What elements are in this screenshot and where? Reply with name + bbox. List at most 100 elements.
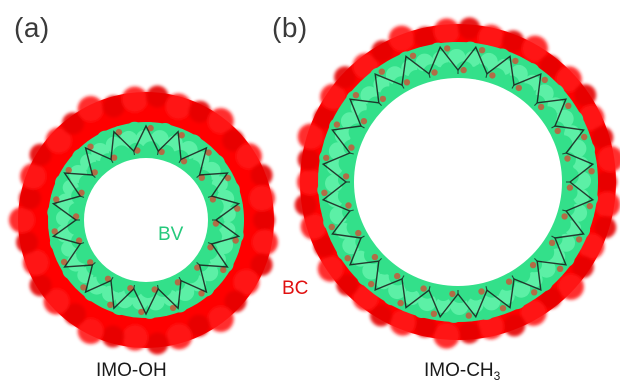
oxygen-dot: [371, 253, 379, 261]
green-atom-blob: [154, 278, 173, 297]
bond-line: [401, 84, 405, 89]
outer-atom-blob: [574, 84, 597, 107]
bond-line: [378, 258, 382, 262]
green-atom-blob: [205, 197, 224, 216]
bond-line: [360, 125, 365, 129]
oxygen-dot: [51, 228, 58, 235]
imo-oh-outer-atom-blobs: [9, 85, 278, 355]
bond-line: [349, 209, 354, 212]
oxygen-dot: [87, 143, 94, 150]
oxygen-dot: [321, 189, 328, 196]
outer-atom-blob: [23, 249, 49, 276]
oxygen-dot: [328, 223, 335, 231]
outer-atom-blob: [389, 309, 416, 336]
oxygen-dot: [87, 259, 94, 266]
green-atom-blob: [184, 159, 201, 176]
oxygen-dot: [333, 121, 341, 128]
oxygen-dot: [505, 278, 513, 285]
green-atom-blob: [78, 174, 95, 191]
green-atom-blob: [334, 127, 351, 144]
green-atom-blob: [561, 184, 578, 201]
imo-oh-caption: IMO-OH: [96, 360, 167, 381]
green-atom-blob: [337, 187, 356, 205]
oxygen-dot: [556, 265, 564, 272]
bond-line: [534, 102, 538, 106]
bond-line: [562, 152, 567, 155]
green-atom-blob: [468, 284, 484, 301]
outer-atom-blob: [253, 209, 275, 231]
green-atom-blob: [403, 289, 420, 306]
green-atom-blob: [110, 276, 127, 293]
outer-atom-blob: [251, 229, 278, 256]
bond-line: [534, 258, 538, 262]
bond-line: [485, 286, 488, 291]
oxygen-dot: [531, 289, 538, 296]
outer-atom-blob: [414, 26, 437, 49]
outer-atom-blob: [458, 17, 481, 40]
outer-atom-blob: [414, 315, 437, 338]
bond-line: [551, 235, 556, 239]
outer-atom-blob: [222, 129, 245, 152]
outer-atom-blob: [29, 274, 52, 297]
green-atom-blob: [552, 215, 571, 234]
oxygen-dot: [564, 155, 571, 162]
oxygen-dot: [180, 158, 188, 165]
outer-atom-blob: [297, 123, 324, 150]
green-atom-blob: [537, 259, 556, 278]
outer-atom-blob: [165, 93, 192, 120]
bond-line: [178, 276, 182, 281]
outer-atom-blob: [121, 86, 148, 113]
bond-line: [178, 159, 182, 164]
outer-atom-blob: [146, 85, 169, 108]
outer-atom-blob: [313, 235, 336, 258]
oxygen-dot: [53, 196, 60, 203]
outer-atom-blob: [336, 273, 359, 296]
green-atom-blob: [408, 70, 425, 86]
oxygen-dot: [178, 132, 185, 139]
oxygen-dot: [554, 127, 561, 135]
oxygen-dot: [169, 304, 177, 312]
outer-atom-blob: [539, 55, 562, 78]
bond-line: [207, 242, 212, 245]
bond-line: [196, 261, 200, 266]
outer-atom-blob: [249, 185, 275, 212]
green-atom-blob: [338, 171, 354, 188]
oxygen-dot: [409, 52, 417, 59]
outer-atom-blob: [16, 231, 39, 254]
green-atom-blob: [554, 135, 573, 154]
outer-atom-blob: [250, 164, 273, 187]
green-atom-blob: [140, 282, 157, 298]
outer-atom-blob: [370, 304, 392, 327]
oxygen-dot: [352, 92, 360, 99]
outer-atom-blob: [77, 318, 104, 344]
outer-atom-blob: [250, 253, 273, 276]
green-atom-blob: [512, 265, 531, 284]
bond-line: [485, 73, 488, 78]
oxygen-dot: [134, 147, 141, 154]
outer-atom-blob: [43, 288, 70, 315]
outer-atom-blob: [297, 148, 320, 171]
green-atom-blob: [388, 281, 407, 300]
outer-atom-blob: [597, 146, 620, 172]
outer-atom-blob: [294, 194, 317, 216]
green-atom-blob: [338, 154, 357, 173]
outer-atom-blob: [594, 216, 617, 239]
oxygen-dot: [512, 57, 519, 65]
bond-line: [511, 84, 515, 89]
green-atom-blob: [68, 202, 85, 219]
oxygen-dot: [60, 258, 68, 266]
oxygen-dot: [107, 301, 114, 308]
outer-atom-blob: [594, 191, 620, 218]
oxygen-dot: [323, 154, 330, 162]
bc-label: BC: [282, 278, 309, 299]
oxygen-dot: [581, 133, 588, 141]
imo-ch3-caption: IMO-CH3: [424, 360, 500, 383]
outer-atom-blob: [122, 324, 149, 351]
green-atom-blob: [181, 265, 200, 284]
oxygen-dot: [460, 66, 467, 74]
outer-atom-blob: [433, 322, 460, 349]
outer-atom-blob: [166, 323, 193, 350]
outer-atom-blob: [477, 313, 504, 340]
outer-atom-blob: [334, 66, 357, 89]
imo-ch3-bond-network: [321, 45, 595, 319]
